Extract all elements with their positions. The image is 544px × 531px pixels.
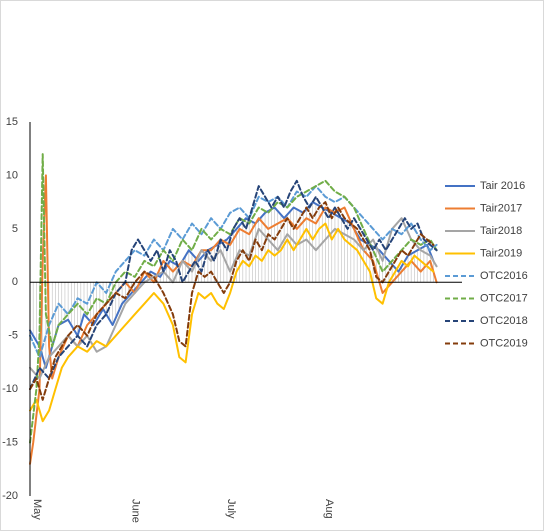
y-axis-ticks: -20 -15 -10 -5 0 5 10 15 [2,116,18,502]
x-tick-label-aug: Aug [323,499,335,519]
legend-label-otc2019: OTC2019 [480,337,528,349]
legend-label-otc2016: OTC2016 [480,270,528,282]
x-tick-label-june: June [129,499,141,523]
series-line-otc2016 [29,185,438,359]
y-tick-label: 15 [6,116,18,128]
series-line-tair2017 [29,174,438,465]
series-line-tair2019 [29,222,435,423]
series-line-tair2018 [29,217,438,380]
y-tick-label: -5 [8,330,18,342]
legend: Tair 2016 Tair2017 Tair2018 Tair2019 OTC2016… [445,180,528,349]
series-line-otc2019 [29,201,435,401]
series-line-otc2018 [29,179,438,391]
legend-label-tair2017: Tair2017 [480,202,522,214]
y-tick-label: -15 [2,436,18,448]
legend-label-tair2018: Tair2018 [480,225,522,237]
y-tick-label: -20 [2,490,18,502]
y-tick-label: -10 [2,383,18,395]
series-lines [29,153,438,465]
x-tick-label-may: May [31,499,43,520]
legend-label-otc2017: OTC2017 [480,292,528,304]
legend-label-tair-2016: Tair 2016 [480,180,525,192]
series-line-otc2017 [29,153,438,444]
y-tick-label: 5 [12,223,18,235]
series-line-tair-2016 [29,201,435,369]
x-axis-ticks: May June July Aug [31,499,335,523]
y-tick-label: 0 [12,276,18,288]
x-tick-label-july: July [225,499,237,519]
y-tick-label: 10 [6,169,18,181]
legend-label-tair2019: Tair2019 [480,247,522,259]
legend-label-otc2018: OTC2018 [480,315,528,327]
